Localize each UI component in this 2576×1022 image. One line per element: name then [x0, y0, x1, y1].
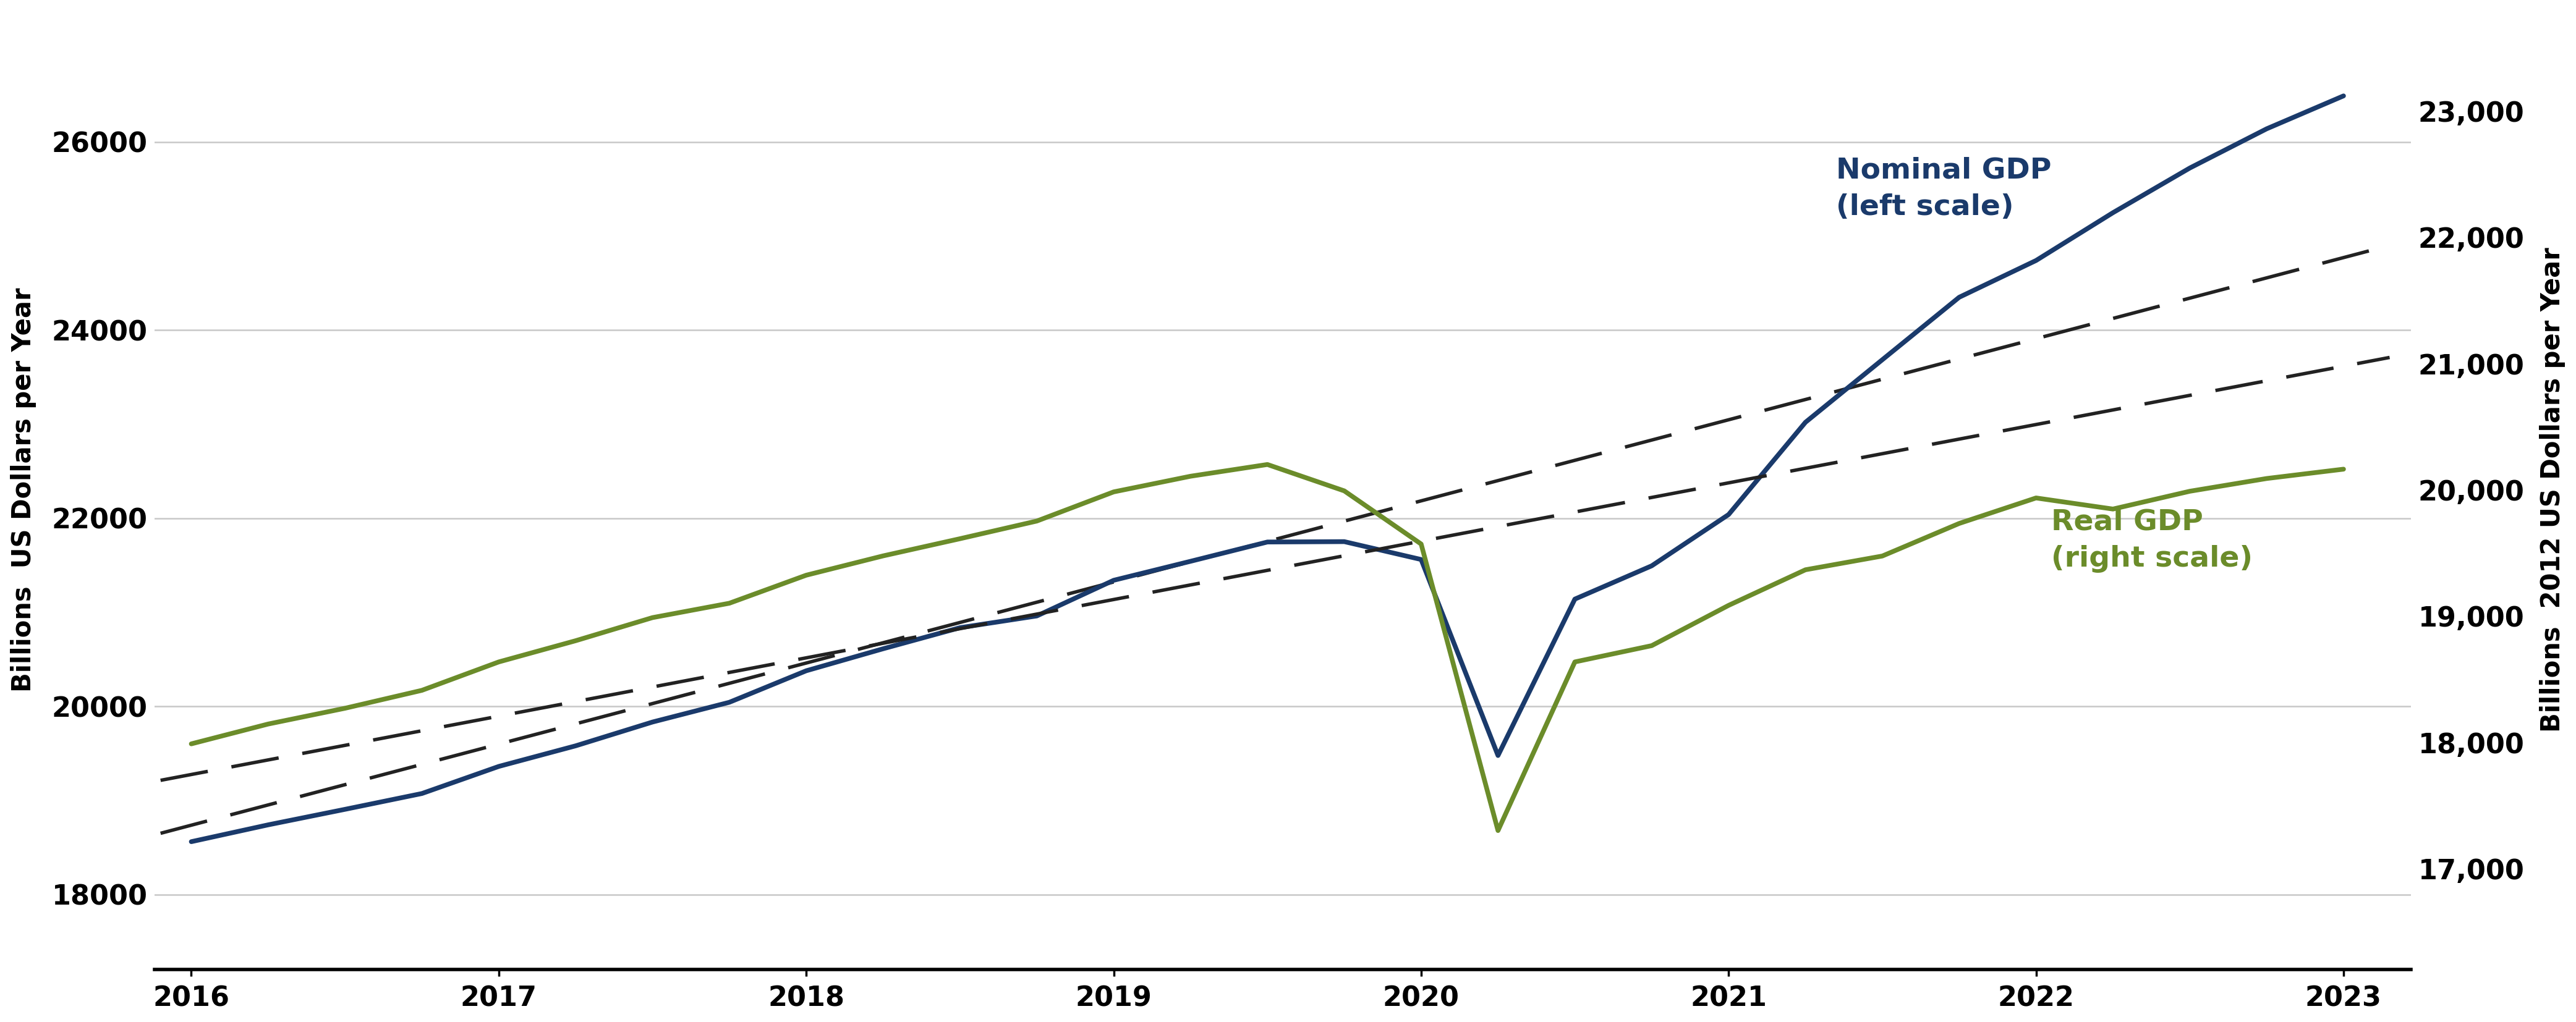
- Y-axis label: Billions  US Dollars per Year: Billions US Dollars per Year: [10, 288, 36, 692]
- Text: Real GDP
(right scale): Real GDP (right scale): [2050, 508, 2254, 572]
- Text: Nominal GDP
(left scale): Nominal GDP (left scale): [1837, 156, 2050, 221]
- Y-axis label: Billions  2012 US Dollars per Year: Billions 2012 US Dollars per Year: [2540, 247, 2566, 733]
